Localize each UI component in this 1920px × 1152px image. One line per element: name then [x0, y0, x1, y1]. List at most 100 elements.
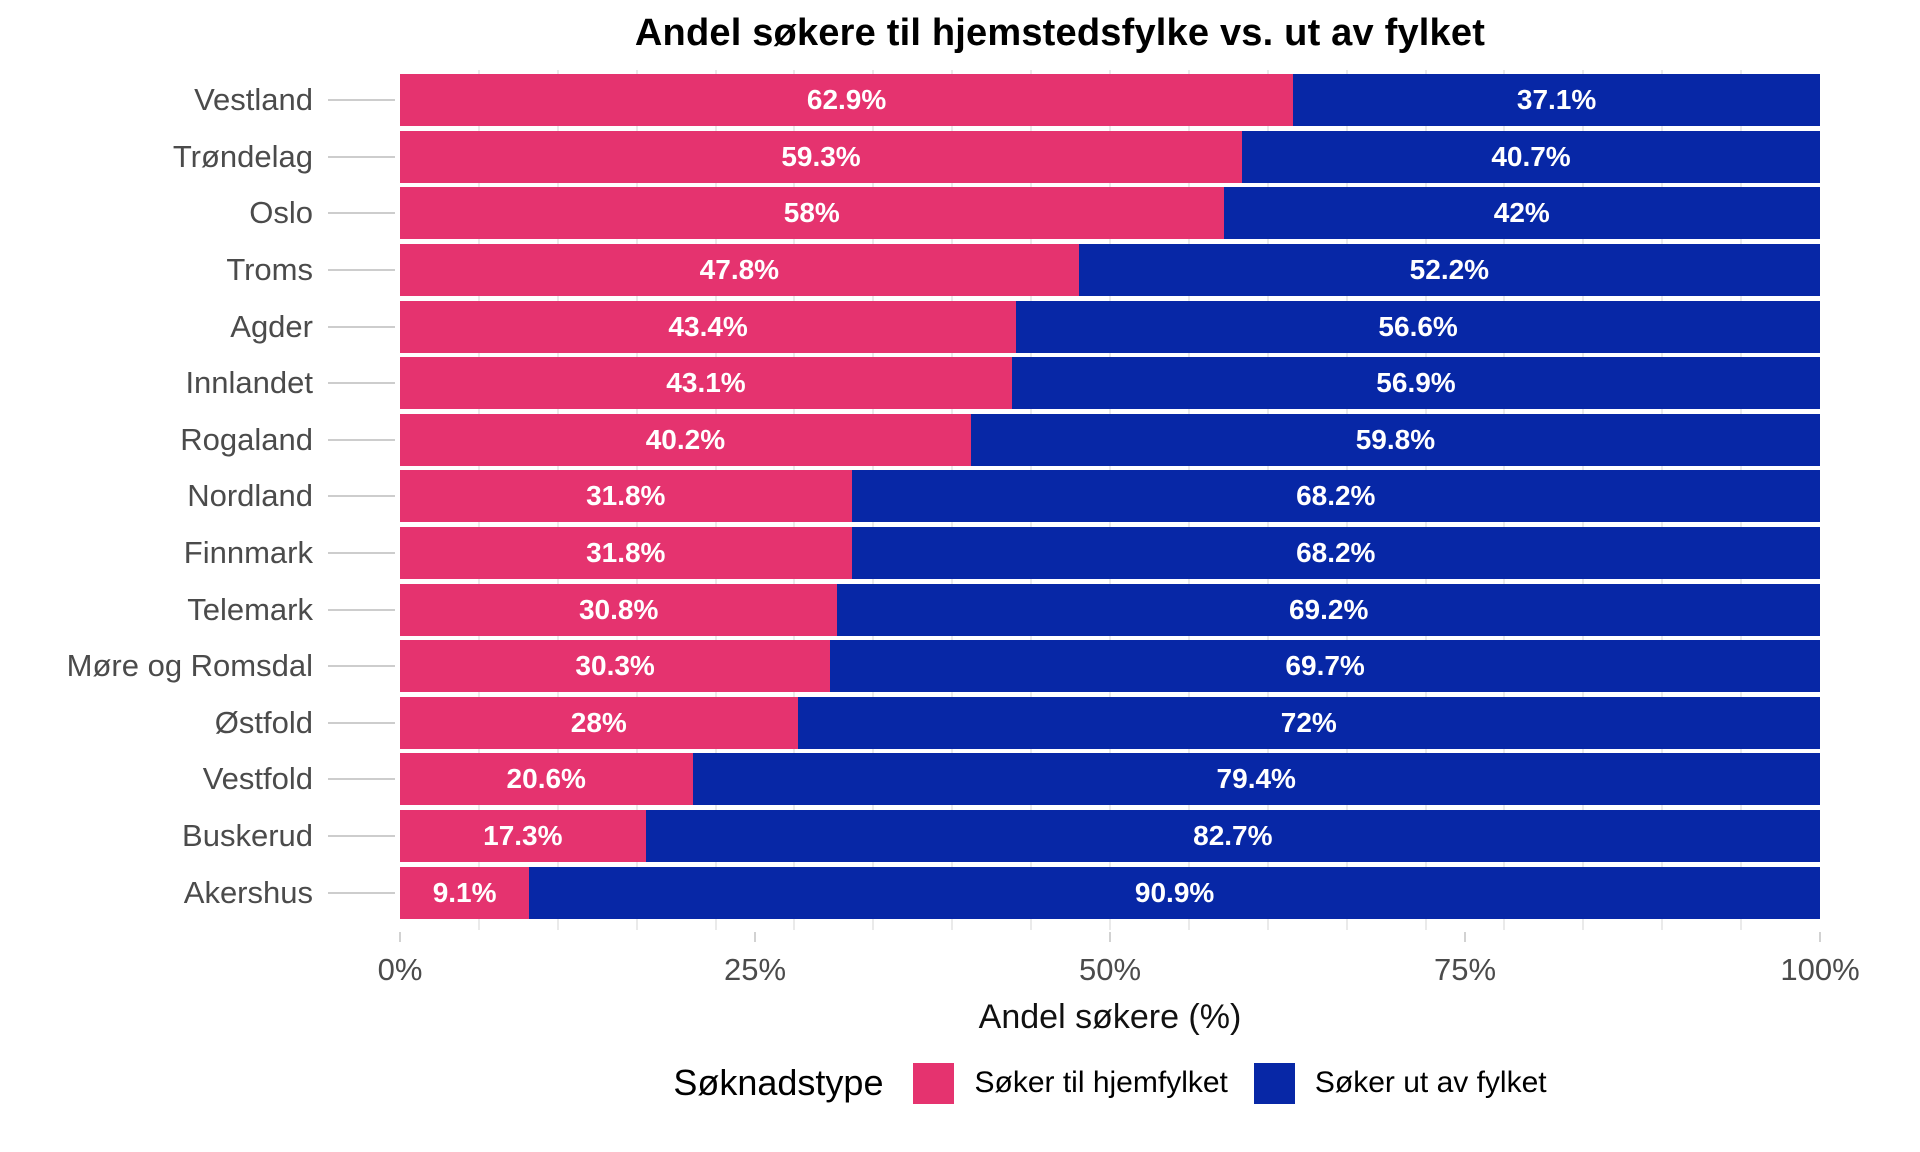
bar-value-label-home: 17.3%	[483, 820, 563, 852]
bar-value-label-home: 28%	[570, 706, 627, 738]
legend-item: Søker til hjemfylket	[913, 1062, 1228, 1104]
legend-title: Søknadstype	[673, 1062, 884, 1103]
bar-segment-home: 59.3%	[400, 130, 1243, 183]
legend-swatch	[913, 1062, 955, 1104]
bar-track: 20.6% 79.4%	[400, 753, 1820, 806]
category-label: Agder	[230, 308, 313, 344]
x-axis-tick-mark	[754, 932, 756, 942]
y-axis-tick	[328, 212, 395, 215]
bar-row: Telemark 30.8% 69.2%	[0, 581, 1820, 638]
bar-track: 9.1% 90.9%	[400, 866, 1820, 919]
bar-rows: Vestland 62.9% 37.1% Trøndelag 59.3% 40.…	[0, 72, 1820, 921]
bar-segment-home: 31.8%	[400, 470, 852, 523]
x-axis-tick-label: 100%	[1780, 952, 1860, 987]
bar-track: 58% 42%	[400, 187, 1820, 240]
bar-segment-away: 82.7%	[645, 810, 1820, 863]
category-label: Troms	[226, 252, 313, 288]
bar-segment-home: 9.1%	[400, 866, 530, 919]
bar-value-label-away: 90.9%	[1134, 876, 1215, 908]
bar-value-label-home: 30.8%	[578, 593, 659, 625]
bar-value-label-away: 59.8%	[1355, 423, 1436, 455]
legend-item: Søker ut av fylket	[1253, 1062, 1547, 1104]
bar-row: Rogaland 40.2% 59.8%	[0, 412, 1820, 469]
bar-row: Akershus 9.1% 90.9%	[0, 864, 1820, 921]
category-label: Vestfold	[202, 761, 313, 797]
bar-value-label-away: 82.7%	[1193, 820, 1273, 852]
bar-row: Innlandet 43.1% 56.9%	[0, 355, 1820, 412]
category-label: Akershus	[183, 874, 313, 910]
bar-row: Troms 47.8% 52.2%	[0, 242, 1820, 299]
y-axis-tick	[328, 552, 395, 555]
bar-segment-away: 69.2%	[837, 583, 1820, 636]
y-axis-tick	[328, 495, 395, 498]
y-axis-tick	[328, 835, 395, 838]
bar-value-label-home: 62.9%	[806, 84, 887, 116]
bar-segment-home: 58%	[400, 187, 1224, 240]
legend-item-label: Søker til hjemfylket	[974, 1066, 1228, 1099]
y-axis-tick	[328, 99, 395, 102]
bar-row: Vestland 62.9% 37.1%	[0, 72, 1820, 129]
category-label: Trøndelag	[172, 138, 313, 174]
bar-value-label-away: 42%	[1493, 197, 1550, 229]
bar-value-label-home: 31.8%	[586, 480, 666, 512]
bar-segment-away: 56.6%	[1016, 300, 1820, 353]
bar-row: Finnmark 31.8% 68.2%	[0, 525, 1820, 582]
bar-value-label-home: 20.6%	[506, 763, 586, 795]
x-axis-tick-labels: 0% 25% 50% 75% 100%	[378, 952, 1860, 992]
category-label: Møre og Romsdal	[66, 648, 313, 684]
bar-row: Møre og Romsdal 30.3% 69.7%	[0, 638, 1820, 695]
x-axis-title: Andel søkere (%)	[978, 998, 1242, 1036]
bar-track: 43.1% 56.9%	[400, 357, 1820, 410]
bar-row: Buskerud 17.3% 82.7%	[0, 808, 1820, 865]
bar-segment-away: 56.9%	[1012, 357, 1820, 410]
bar-track: 31.8% 68.2%	[400, 470, 1820, 523]
bar-segment-home: 47.8%	[400, 244, 1079, 297]
bar-segment-home: 17.3%	[400, 810, 646, 863]
bar-value-label-home: 40.2%	[645, 423, 726, 455]
bar-segment-away: 42%	[1223, 187, 1820, 240]
bar-row: Østfold 28% 72%	[0, 695, 1820, 752]
y-axis-tick	[328, 608, 395, 611]
bar-track: 28% 72%	[400, 696, 1820, 749]
bar-value-label-away: 56.6%	[1378, 310, 1458, 342]
y-axis-tick	[328, 269, 395, 272]
category-label: Innlandet	[185, 365, 313, 401]
bar-value-label-home: 43.1%	[666, 367, 746, 399]
y-axis-tick	[328, 778, 395, 781]
bar-segment-home: 31.8%	[400, 527, 852, 580]
x-axis-tick-mark	[399, 932, 401, 942]
bar-row: Trøndelag 59.3% 40.7%	[0, 129, 1820, 186]
bar-value-label-away: 69.2%	[1288, 593, 1369, 625]
bar-value-label-away: 68.2%	[1296, 480, 1376, 512]
bar-value-label-away: 79.4%	[1216, 763, 1296, 795]
bar-segment-home: 43.4%	[400, 300, 1017, 353]
x-axis-tick-label: 25%	[723, 952, 787, 987]
category-label: Telemark	[187, 591, 313, 627]
bar-value-label-home: 47.8%	[699, 254, 780, 286]
bar-track: 59.3% 40.7%	[400, 130, 1820, 183]
bar-segment-away: 90.9%	[529, 866, 1820, 919]
bar-track: 47.8% 52.2%	[400, 244, 1820, 297]
category-label: Oslo	[249, 195, 313, 231]
bar-segment-home: 28%	[400, 696, 798, 749]
x-axis-tick-mark	[1464, 932, 1466, 942]
category-label: Rogaland	[180, 421, 313, 457]
y-axis-tick	[328, 155, 395, 158]
bar-segment-away: 68.2%	[851, 470, 1820, 523]
bar-segment-away: 59.8%	[970, 413, 1820, 466]
x-axis-tick-label: 75%	[1433, 952, 1497, 987]
x-axis-tick-label: 50%	[1078, 952, 1142, 987]
chart-title: Andel søkere til hjemstedsfylke vs. ut a…	[634, 12, 1486, 54]
bar-value-label-home: 9.1%	[432, 876, 497, 908]
bar-value-label-away: 69.7%	[1285, 650, 1365, 682]
bar-track: 31.8% 68.2%	[400, 527, 1820, 580]
legend: Søknadstype Søker til hjemfylket Søker u…	[400, 1058, 1820, 1108]
legend-swatch	[1253, 1062, 1295, 1104]
bar-segment-away: 37.1%	[1293, 74, 1820, 127]
bar-segment-home: 20.6%	[400, 753, 693, 806]
category-label: Vestland	[194, 82, 313, 118]
category-label: Nordland	[187, 478, 313, 514]
bar-row: Vestfold 20.6% 79.4%	[0, 751, 1820, 808]
y-axis-tick	[328, 382, 395, 385]
bar-value-label-away: 52.2%	[1409, 254, 1490, 286]
